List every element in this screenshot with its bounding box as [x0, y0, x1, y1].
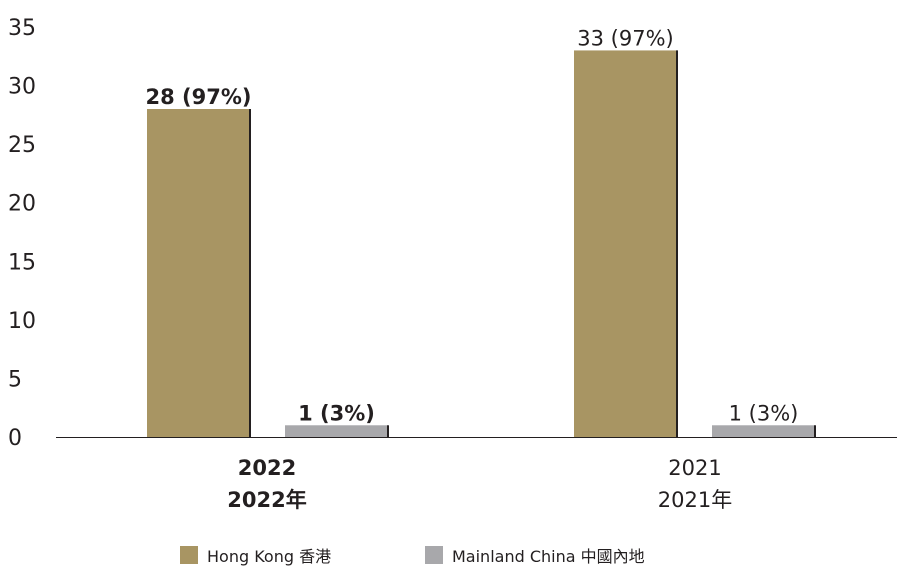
bar-hong-kong-2021 [574, 50, 677, 438]
x-category-sublabel: 2022年 [227, 488, 306, 512]
data-label: 1 (3%) [298, 401, 375, 425]
y-tick-label: 30 [8, 75, 36, 100]
legend-swatch-hong-kong [180, 546, 198, 564]
x-category-label: 2021 [668, 456, 721, 480]
legend-label-mainland-china: Mainland China 中國內地 [452, 547, 645, 566]
legend-item-hong-kong: Hong Kong 香港 [180, 543, 331, 567]
data-labels: 28 (97%) 33 (97%) 1 (3%) 1 (3%) [146, 26, 799, 425]
x-axis-categories: 2022 2022年 2021 2021年 [227, 456, 732, 512]
y-tick-label: 25 [8, 133, 36, 158]
y-axis: 0 5 10 15 20 25 30 35 [8, 16, 36, 451]
bar-mainland-china-2021 [712, 425, 815, 437]
x-category-label: 2022 [238, 456, 296, 480]
data-label: 28 (97%) [146, 85, 252, 109]
y-tick-label: 35 [8, 16, 36, 41]
y-tick-label: 0 [8, 426, 22, 451]
data-label: 1 (3%) [729, 401, 799, 425]
legend: Hong Kong 香港 Mainland China 中國內地 [0, 543, 897, 567]
y-tick-label: 5 [8, 367, 22, 392]
legend-item-mainland-china: Mainland China 中國內地 [425, 543, 645, 567]
legend-label-hong-kong: Hong Kong 香港 [207, 547, 332, 566]
x-category-sublabel: 2021年 [658, 488, 732, 512]
y-tick-label: 15 [8, 250, 36, 275]
legend-swatch-mainland-china [425, 546, 443, 564]
y-tick-label: 20 [8, 192, 36, 217]
y-tick-label: 10 [8, 309, 36, 334]
bar-mainland-china-2022 [285, 425, 388, 437]
data-label: 33 (97%) [577, 26, 673, 50]
bars [147, 50, 816, 438]
bar-hong-kong-2022 [147, 109, 250, 437]
bar-chart: 0 5 10 15 20 25 30 35 28 (97%) 33 (97%) 1 (3%) 1 (… [8, 16, 897, 512]
